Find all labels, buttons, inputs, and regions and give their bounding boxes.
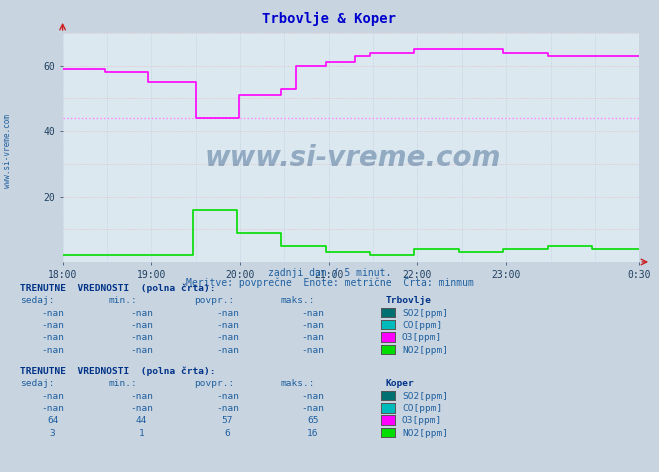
Text: -nan: -nan xyxy=(216,333,239,342)
Text: -nan: -nan xyxy=(130,333,153,342)
Text: sedaj:: sedaj: xyxy=(20,296,54,305)
Text: -nan: -nan xyxy=(216,346,239,354)
Text: Trbovlje: Trbovlje xyxy=(386,296,432,305)
Text: -nan: -nan xyxy=(302,309,324,318)
Text: min.:: min.: xyxy=(109,296,138,305)
Text: CO[ppm]: CO[ppm] xyxy=(402,404,442,413)
Text: 16: 16 xyxy=(307,429,319,438)
Text: 57: 57 xyxy=(221,416,233,425)
Text: TRENUTNE  VREDNOSTI  (polna črta):: TRENUTNE VREDNOSTI (polna črta): xyxy=(20,366,215,376)
Text: -nan: -nan xyxy=(302,392,324,401)
Text: min.:: min.: xyxy=(109,379,138,388)
Text: 6: 6 xyxy=(225,429,230,438)
Text: NO2[ppm]: NO2[ppm] xyxy=(402,346,448,354)
Text: -nan: -nan xyxy=(302,321,324,330)
Text: -nan: -nan xyxy=(130,321,153,330)
Text: -nan: -nan xyxy=(302,333,324,342)
Text: -nan: -nan xyxy=(42,346,64,354)
Text: povpr.:: povpr.: xyxy=(194,296,235,305)
Text: SO2[ppm]: SO2[ppm] xyxy=(402,309,448,318)
Text: -nan: -nan xyxy=(42,321,64,330)
Text: NO2[ppm]: NO2[ppm] xyxy=(402,429,448,438)
Text: Trbovlje & Koper: Trbovlje & Koper xyxy=(262,12,397,26)
Text: www.si-vreme.com: www.si-vreme.com xyxy=(3,114,13,188)
Text: 1: 1 xyxy=(139,429,144,438)
Text: O3[ppm]: O3[ppm] xyxy=(402,416,442,425)
Text: sedaj:: sedaj: xyxy=(20,379,54,388)
Text: -nan: -nan xyxy=(216,404,239,413)
Text: -nan: -nan xyxy=(130,392,153,401)
Text: zadnji dan / 5 minut.: zadnji dan / 5 minut. xyxy=(268,268,391,278)
Text: CO[ppm]: CO[ppm] xyxy=(402,321,442,330)
Text: maks.:: maks.: xyxy=(280,379,314,388)
Text: -nan: -nan xyxy=(302,346,324,354)
Text: -nan: -nan xyxy=(130,346,153,354)
Text: maks.:: maks.: xyxy=(280,296,314,305)
Text: -nan: -nan xyxy=(216,309,239,318)
Text: povpr.:: povpr.: xyxy=(194,379,235,388)
Text: 64: 64 xyxy=(47,416,59,425)
Text: -nan: -nan xyxy=(130,309,153,318)
Text: -nan: -nan xyxy=(302,404,324,413)
Text: Koper: Koper xyxy=(386,379,415,388)
Text: -nan: -nan xyxy=(216,321,239,330)
Text: SO2[ppm]: SO2[ppm] xyxy=(402,392,448,401)
Text: -nan: -nan xyxy=(216,392,239,401)
Text: TRENUTNE  VREDNOSTI  (polna črta):: TRENUTNE VREDNOSTI (polna črta): xyxy=(20,283,215,293)
Text: 44: 44 xyxy=(136,416,148,425)
Text: 3: 3 xyxy=(50,429,55,438)
Text: -nan: -nan xyxy=(42,333,64,342)
Text: -nan: -nan xyxy=(42,392,64,401)
Text: -nan: -nan xyxy=(42,404,64,413)
Text: -nan: -nan xyxy=(130,404,153,413)
Text: www.si-vreme.com: www.si-vreme.com xyxy=(204,144,501,172)
Text: O3[ppm]: O3[ppm] xyxy=(402,333,442,342)
Text: Meritve: povprečne  Enote: metrične  Črta: minmum: Meritve: povprečne Enote: metrične Črta:… xyxy=(186,276,473,288)
Text: -nan: -nan xyxy=(42,309,64,318)
Text: 65: 65 xyxy=(307,416,319,425)
